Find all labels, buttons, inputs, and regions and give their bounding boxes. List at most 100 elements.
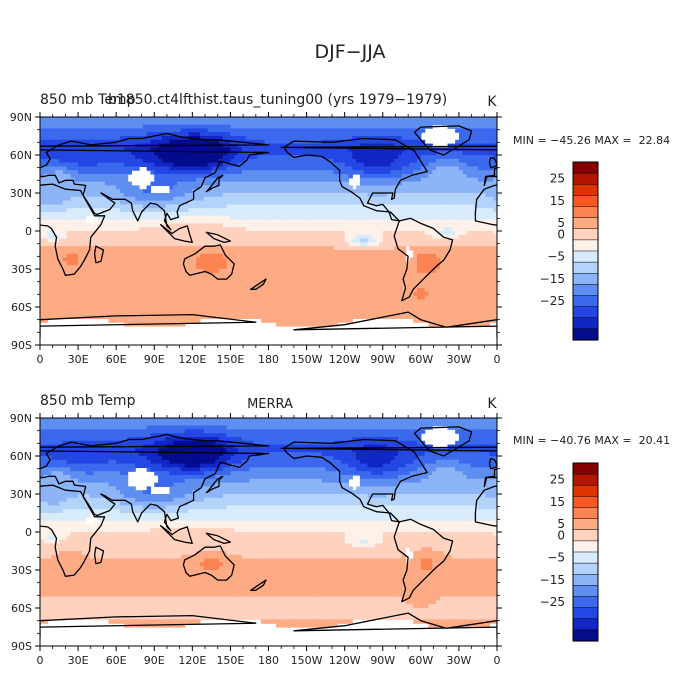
- field-cell: [104, 181, 110, 186]
- field-cell: [367, 250, 372, 255]
- field-cell: [196, 174, 201, 179]
- field-cell: [192, 242, 197, 247]
- field-cell: [359, 234, 365, 240]
- field-cell: [238, 261, 243, 266]
- field-cell: [169, 189, 174, 194]
- field-cell: [485, 231, 490, 236]
- field-cell: [230, 246, 235, 251]
- field-cell: [279, 128, 285, 133]
- field-cell: [409, 136, 414, 141]
- field-cell: [474, 117, 479, 122]
- field-cell: [146, 231, 152, 236]
- field-cell: [428, 234, 433, 240]
- field-cell: [207, 250, 212, 255]
- field-cell: [199, 238, 205, 243]
- field-cell: [51, 170, 56, 175]
- field-cell: [325, 234, 331, 240]
- field-cell: [447, 246, 452, 251]
- field-cell: [302, 185, 308, 190]
- field-cell: [367, 200, 372, 205]
- field-cell: [158, 261, 163, 266]
- field-cell: [306, 170, 311, 175]
- field-cell: [439, 170, 445, 175]
- field-cell: [104, 234, 110, 240]
- field-cell: [371, 151, 376, 156]
- field-cell: [135, 212, 140, 217]
- field-cell: [318, 196, 323, 202]
- field-cell: [348, 227, 353, 232]
- field-cell: [466, 212, 471, 217]
- field-cell: [378, 120, 384, 126]
- field-cell: [97, 261, 102, 266]
- field-cell: [188, 196, 193, 202]
- field-cell: [142, 162, 148, 167]
- field-cell: [279, 147, 285, 152]
- field-cell: [260, 181, 266, 186]
- field-cell: [276, 223, 281, 228]
- field-cell: [493, 246, 497, 251]
- field-cell: [47, 272, 53, 278]
- field-cell: [287, 139, 292, 145]
- field-cell: [359, 215, 365, 221]
- field-cell: [146, 196, 152, 202]
- field-cell: [207, 174, 212, 179]
- field-cell: [401, 231, 407, 236]
- field-cell: [139, 238, 144, 243]
- field-cell: [470, 158, 475, 164]
- field-cell: [363, 139, 369, 145]
- field-cell: [337, 181, 342, 186]
- field-cell: [417, 143, 422, 148]
- field-cell: [146, 272, 152, 278]
- field-cell: [241, 238, 247, 243]
- field-cell: [432, 181, 437, 186]
- field-cell: [241, 212, 247, 217]
- field-cell: [116, 219, 121, 224]
- field-cell: [466, 215, 471, 221]
- field-cell: [59, 174, 64, 179]
- field-cell: [283, 269, 289, 274]
- field-cell: [298, 139, 304, 145]
- field-cell: [477, 261, 483, 266]
- field-cell: [169, 139, 174, 145]
- field-cell: [321, 200, 327, 205]
- field-cell: [268, 261, 273, 266]
- field-cell: [192, 227, 197, 232]
- field-cell: [226, 234, 232, 240]
- field-cell: [295, 177, 300, 183]
- field-cell: [230, 219, 235, 224]
- field-cell: [230, 139, 235, 145]
- field-cell: [279, 227, 285, 232]
- field-cell: [489, 204, 494, 209]
- field-cell: [443, 238, 449, 243]
- field-cell: [493, 238, 497, 243]
- field-cell: [375, 147, 380, 152]
- field-cell: [199, 170, 205, 175]
- field-cell: [188, 158, 193, 164]
- field-cell: [298, 158, 304, 164]
- field-cell: [253, 250, 258, 255]
- field-cell: [249, 250, 254, 255]
- field-cell: [344, 132, 350, 137]
- field-cell: [127, 128, 132, 133]
- field-cell: [352, 120, 357, 126]
- field-cell: [161, 193, 167, 198]
- field-cell: [436, 250, 441, 255]
- field-cell: [59, 132, 64, 137]
- field-cell: [62, 265, 68, 270]
- field-cell: [108, 170, 113, 175]
- field-cell: [226, 193, 232, 198]
- field-cell: [477, 257, 483, 262]
- field-cell: [150, 238, 155, 243]
- field-cell: [139, 155, 144, 160]
- field-cell: [325, 257, 331, 262]
- field-cell: [108, 261, 113, 266]
- field-cell: [462, 223, 468, 228]
- field-cell: [470, 124, 475, 129]
- field-cell: [215, 231, 220, 236]
- field-cell: [455, 219, 460, 224]
- field-cell: [485, 253, 490, 259]
- field-cell: [363, 147, 369, 152]
- field-cell: [207, 219, 212, 224]
- field-cell: [249, 215, 254, 221]
- field-cell: [382, 139, 388, 145]
